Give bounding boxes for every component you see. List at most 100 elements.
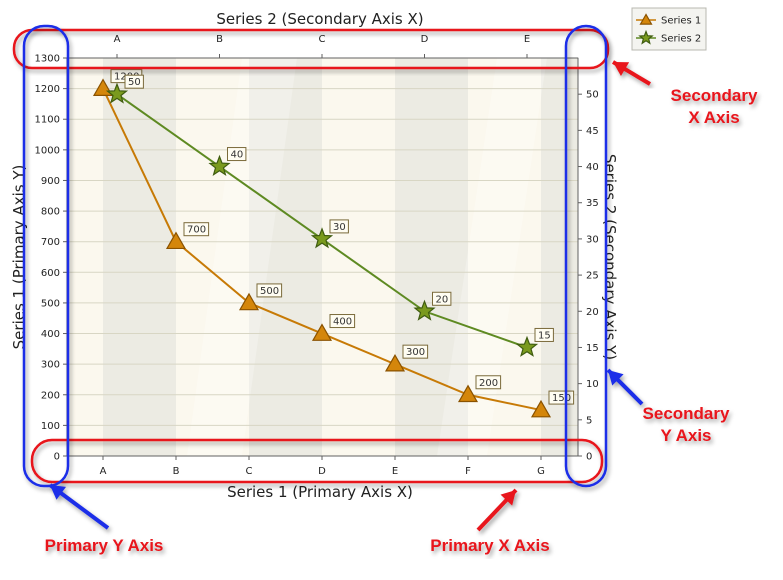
- legend-marker-star: [638, 29, 654, 45]
- data-label: 200: [479, 378, 498, 389]
- primary-y-axis-arrow: [48, 483, 110, 530]
- arrow-head: [50, 485, 67, 500]
- arrow-head: [613, 62, 630, 77]
- primary-x-tick-label: C: [246, 466, 253, 477]
- secondary-x-axis-callout: Secondary X Axis: [671, 86, 758, 127]
- secondary-y-tick-label: 45: [586, 126, 599, 137]
- data-label: 40: [231, 150, 244, 161]
- data-labels: 12007005004003002001505040302015: [110, 69, 575, 405]
- primary-y-tick-label: 500: [41, 298, 60, 309]
- plot-sheen: [187, 58, 297, 456]
- secondary-y-tick-label: 25: [586, 271, 599, 282]
- primary-x-axis-highlight: [30, 438, 604, 484]
- data-label: 150: [552, 393, 571, 404]
- plot-band: [249, 58, 322, 456]
- series-1-point: [165, 231, 187, 250]
- secondary-x-axis-highlight: [12, 28, 610, 70]
- primary-y-tick-label: 0: [54, 452, 60, 463]
- series-1-point: [457, 384, 479, 403]
- primary-x-axis-callout: Primary X Axis: [430, 536, 549, 555]
- primary-x-axis-title: Series 1 (Primary Axis X): [227, 483, 413, 501]
- legend: Series 1 Series 2: [631, 7, 707, 51]
- series-2-point: [413, 299, 436, 321]
- data-label-box: [329, 219, 349, 234]
- data-label-box: [402, 344, 429, 359]
- axes: A B C D E F G A B C D E 0 100 200 300 400 500 600 700 800 900…: [35, 34, 599, 477]
- primary-x-tick-label: A: [100, 466, 107, 477]
- legend-label: Series 1: [661, 16, 701, 27]
- primary-y-tick-label: 700: [41, 237, 60, 248]
- secondary-y-tick-label: 10: [586, 379, 599, 390]
- series-2-point: [105, 82, 129, 104]
- legend-box: [631, 7, 707, 51]
- legend-label: Series 2: [661, 34, 701, 45]
- series-2-point: [208, 154, 231, 176]
- secondary-x-tick-label: D: [421, 34, 429, 45]
- series-1-point: [384, 353, 406, 372]
- data-label-box: [256, 283, 283, 298]
- primary-y-tick-label: 1000: [35, 145, 60, 156]
- primary-y-tick-label: 800: [41, 207, 60, 218]
- plot-band: [541, 58, 578, 456]
- secondary-y-axis-arrow: [606, 368, 644, 406]
- secondary-y-tick-label: 40: [586, 162, 599, 173]
- data-label-box: [534, 327, 554, 342]
- data-label: 15: [538, 330, 551, 341]
- primary-x-tick-label: D: [318, 466, 326, 477]
- secondary-y-tick-label: 20: [586, 307, 599, 318]
- secondary-y-axis-callout: Secondary Y Axis: [643, 404, 730, 445]
- primary-x-tick-label: B: [173, 466, 180, 477]
- callouts: Secondary X Axis Secondary Y Axis Primary Y …: [12, 24, 758, 555]
- primary-y-tick-label: 1100: [35, 115, 60, 126]
- series-1-point: [238, 292, 260, 311]
- secondary-y-tick-label: 5: [586, 415, 592, 426]
- secondary-x-axis-title: Series 2 (Secondary Axis X): [216, 10, 423, 28]
- primary-y-axis-callout: Primary Y Axis: [45, 536, 164, 555]
- series-1-point: [311, 323, 333, 341]
- plot-sheen: [437, 58, 547, 456]
- data-label-box: [183, 222, 210, 237]
- arrow-head: [608, 370, 624, 386]
- primary-y-tick-label: 1200: [35, 84, 60, 95]
- secondary-x-axis-arrow: [611, 60, 652, 86]
- data-label: 300: [406, 347, 425, 358]
- gridlines: [67, 57, 578, 457]
- legend-marker-triangle: [639, 13, 653, 25]
- primary-x-tick-label: E: [392, 466, 398, 477]
- primary-y-tick-label: 300: [41, 360, 60, 371]
- primary-y-axis-highlight: [22, 24, 70, 488]
- secondary-y-tick-label: 15: [586, 343, 599, 354]
- series-1-point: [530, 399, 552, 418]
- data-label-box: [475, 375, 502, 390]
- data-label: 400: [333, 317, 352, 328]
- secondary-x-tick-label: B: [216, 34, 223, 45]
- plot-band: [103, 58, 176, 456]
- primary-y-tick-label: 400: [41, 329, 60, 340]
- secondary-x-tick-label: A: [114, 34, 121, 45]
- primary-x-tick-label: G: [537, 466, 545, 477]
- secondary-x-tick-label: E: [524, 34, 530, 45]
- secondary-y-tick-label: 50: [586, 90, 599, 101]
- plot-area-background: [67, 58, 578, 456]
- primary-x-tick-label: F: [465, 466, 471, 477]
- secondary-y-axis-highlight: [564, 24, 608, 488]
- series-2-point: [515, 335, 539, 357]
- primary-y-axis-title: Series 1 (Primary Axis Y): [10, 165, 28, 350]
- primary-y-tick-label: 100: [41, 421, 60, 432]
- primary-y-tick-label: 900: [41, 176, 60, 187]
- secondary-y-tick-label: 35: [586, 198, 599, 209]
- data-label-box: [329, 314, 356, 329]
- data-label-box: [548, 390, 575, 405]
- data-label: 20: [436, 294, 449, 305]
- arrow-head: [500, 490, 516, 506]
- primary-y-tick-label: 200: [41, 390, 60, 401]
- secondary-y-axis-title: Series 2 (Secondary Axis Y): [601, 154, 619, 360]
- secondary-y-tick-label: 30: [586, 234, 599, 245]
- data-label-box: [432, 291, 452, 306]
- primary-x-axis-arrow: [476, 488, 518, 532]
- data-label-box: [124, 74, 144, 89]
- secondary-x-tick-label: C: [319, 34, 326, 45]
- primary-y-tick-label: 600: [41, 268, 60, 279]
- data-label: 50: [128, 77, 141, 88]
